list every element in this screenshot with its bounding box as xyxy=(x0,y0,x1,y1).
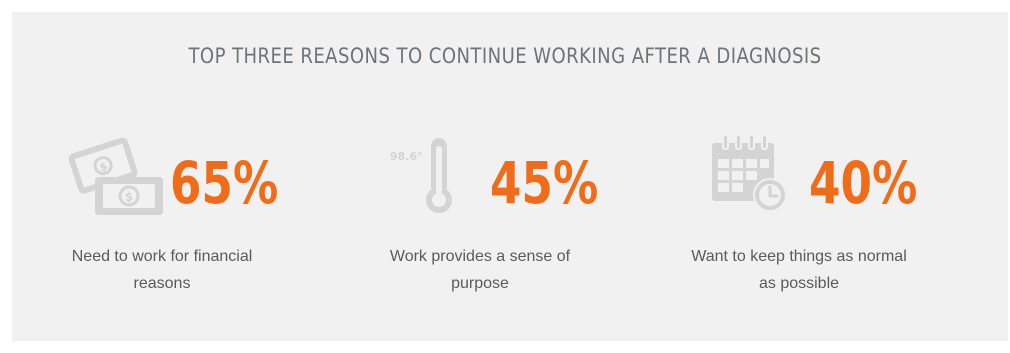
stat-purpose: 98.6° 45% Work provides a sense of purpo… xyxy=(330,0,630,353)
stat-desc-line1: Need to work for financial xyxy=(71,248,253,265)
stat-desc-purpose: Work provides a sense of purpose xyxy=(330,243,630,297)
stat-value-purpose: 45% xyxy=(490,149,599,217)
money-icon: $ $ xyxy=(67,133,167,228)
stat-desc-line2: reasons xyxy=(133,275,191,292)
stat-desc-normal: Want to keep things as normal as possibl… xyxy=(649,243,949,297)
thermometer-label: 98.6° xyxy=(390,150,423,163)
svg-text:$: $ xyxy=(98,160,109,175)
stat-normal: 40% Want to keep things as normal as pos… xyxy=(649,0,949,353)
svg-text:$: $ xyxy=(125,190,133,204)
calendar-clock-icon xyxy=(708,133,798,224)
stat-value-normal: 40% xyxy=(809,149,918,217)
stat-desc-line2: purpose xyxy=(451,275,509,292)
stat-financial: $ $ 65% Need to work for financial reaso… xyxy=(12,0,312,353)
stat-desc-line1: Work provides a sense of xyxy=(389,248,571,265)
thermometer-icon: 98.6° xyxy=(387,136,477,221)
stat-desc-line1: Want to keep things as normal xyxy=(691,248,907,265)
infographic-panel xyxy=(12,12,1008,341)
stat-desc-line2: as possible xyxy=(758,275,840,292)
stat-desc-financial: Need to work for financial reasons xyxy=(12,243,312,297)
infographic-title: TOP THREE REASONS TO CONTINUE WORKING AF… xyxy=(188,44,822,68)
stat-value-financial: 65% xyxy=(170,149,279,217)
